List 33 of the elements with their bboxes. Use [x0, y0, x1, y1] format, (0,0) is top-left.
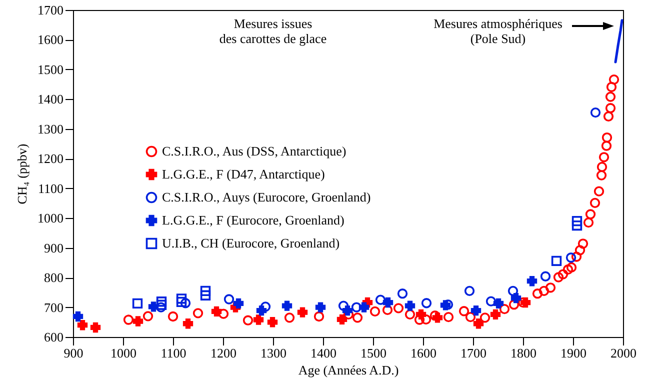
y-tick-label: 800: [44, 270, 64, 286]
legend-label: C.S.I.R.O., Auys (Eurocore, Groenland): [162, 190, 371, 204]
annotation: Mesures atmosphériques (Pole Sud): [434, 16, 562, 46]
x-tick-label: 900: [64, 346, 84, 360]
x-tick-label: 2000: [610, 346, 636, 360]
x-tick-label: 1700: [460, 346, 486, 360]
y-tick-label: 1000: [38, 210, 64, 226]
y-tick-label: 1300: [38, 121, 64, 136]
x-axis-title: Age (Années A.D.): [298, 362, 399, 378]
y-tick-label: 900: [44, 240, 64, 256]
y-tick-label: 1400: [38, 92, 64, 107]
y-tick-label: 1200: [38, 151, 64, 166]
annotation: Mesures issues des carottes de glace: [219, 16, 327, 46]
x-tick-label: 1400: [310, 346, 336, 360]
legend-label: C.S.I.R.O., Aus (DSS, Antarctique): [162, 144, 346, 158]
legend-label: L.G.G.E., F (D47, Antarctique): [162, 166, 325, 182]
x-tick-label: 1300: [260, 346, 286, 360]
x-tick-label: 1500: [360, 346, 386, 360]
legend-label: U.I.B., CH (Eurocore, Groenland): [162, 236, 340, 250]
y-tick-label: 1700: [38, 2, 64, 18]
legend-label: L.G.G.E., F (Eurocore, Groenland): [162, 212, 344, 228]
y-tick-label: 1600: [38, 32, 64, 48]
y-tick-label: 1100: [38, 180, 64, 196]
y-tick-label: 700: [44, 300, 64, 315]
x-tick-label: 1900: [560, 346, 586, 360]
y-tick-label: 1500: [38, 62, 64, 77]
x-tick-label: 1200: [210, 346, 236, 360]
x-tick-label: 1000: [110, 346, 136, 360]
y-axis-title: CH₄ (ppbv): [14, 144, 30, 204]
x-tick-label: 1600: [410, 346, 436, 360]
x-tick-label: 1800: [510, 346, 536, 360]
x-tick-label: 1100: [160, 346, 186, 360]
y-tick-label: 600: [44, 330, 64, 344]
